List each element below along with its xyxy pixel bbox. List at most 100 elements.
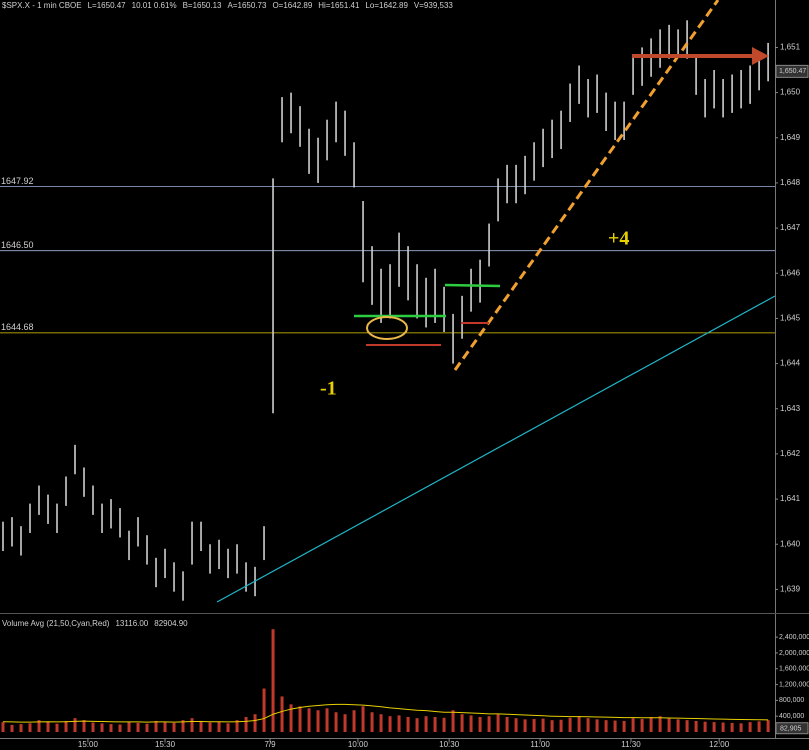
cyan-trendline (216, 295, 776, 603)
volume-bar (730, 722, 734, 732)
volume-bar (766, 720, 770, 732)
volume-avg-label: 82904.90 (154, 619, 188, 628)
annotation: -1 (320, 378, 337, 400)
volume-bar (208, 722, 212, 732)
volume-bar (73, 718, 77, 732)
volume-avg-line (2, 703, 769, 723)
volume-bar (316, 710, 320, 732)
y-tick-label: 2,000,000 (779, 650, 809, 657)
volume-bar (748, 722, 752, 732)
volume-bar (289, 704, 293, 732)
volume-bar (757, 721, 761, 732)
volume-bar (262, 688, 266, 732)
volume-avg-label: 13116.00 (115, 619, 148, 628)
volume-bar (568, 717, 572, 732)
last-volume-label: 82,905 (780, 726, 802, 733)
volume-bar (226, 723, 230, 732)
y-tick-label: 1,649 (780, 133, 801, 142)
volume-bar (325, 708, 329, 732)
volume-bar (604, 720, 608, 732)
volume-bar (280, 696, 284, 732)
volume-bar (145, 723, 149, 732)
y-tick-label: 1,641 (780, 494, 801, 503)
volume-bar (136, 722, 140, 732)
y-tick-label: 1,644 (780, 359, 801, 368)
volume-bar (172, 722, 176, 732)
volume-bar (451, 710, 455, 732)
volume-bar (370, 712, 374, 732)
header-text: L=1650.47 (88, 1, 127, 10)
volume-bar (433, 716, 437, 732)
volume-bar (55, 723, 59, 732)
volume-bar (163, 722, 167, 732)
reference-line-label: 1646.50 (1, 240, 34, 250)
volume-bar (37, 720, 41, 732)
header-text: B=1650.13 (183, 1, 222, 10)
last-price-box (775, 64, 809, 78)
volume-bar (478, 716, 482, 732)
volume-bar (424, 716, 428, 732)
x-tick-label: 10:30 (439, 740, 460, 749)
volume-bar (118, 724, 122, 732)
y-tick-label: 1,200,000 (779, 681, 809, 688)
green-level (444, 283, 501, 288)
volume-bar (577, 716, 581, 732)
volume-bar (523, 719, 527, 732)
volume-bar (253, 714, 257, 732)
y-tick-label: 800,000 (779, 697, 804, 704)
arrow-head (752, 47, 769, 65)
volume-bar (64, 720, 68, 732)
volume-bar (640, 718, 644, 732)
y-tick-label: 1,639 (780, 585, 801, 594)
volume-bar (415, 718, 419, 732)
volume-bar (298, 706, 302, 732)
volume-bar (460, 714, 464, 732)
volume-bar (505, 716, 509, 732)
header-text: Hi=1651.41 (318, 1, 360, 10)
x-tick-label: 12:00 (709, 740, 730, 749)
x-tick-label: 10:00 (348, 740, 369, 749)
volume-title: Volume Avg (21,50,Cyan,Red) (2, 619, 110, 628)
volume-bar (100, 723, 104, 732)
volume-bar (469, 715, 473, 732)
reference-line-label: 1647.92 (1, 176, 34, 186)
volume-bar (595, 719, 599, 732)
volume-bar (127, 721, 131, 732)
x-tick-label: 7/9 (264, 740, 276, 749)
x-tick-label: 11:00 (530, 740, 550, 749)
volume-bar (658, 716, 662, 732)
y-tick-label: 1,642 (780, 449, 801, 458)
volume-bar (514, 718, 518, 732)
x-tick-label: 15:30 (155, 740, 176, 749)
volume-bar (190, 718, 194, 732)
marks (0, 20, 775, 732)
volume-bar (667, 718, 671, 732)
volume-bar (550, 720, 554, 732)
x-tick-label: 15:00 (78, 740, 99, 749)
volume-bar (712, 722, 716, 732)
volume-bar (703, 721, 707, 732)
y-tick-label: 1,600,000 (779, 666, 809, 673)
orange-dashed-trendline (453, 0, 720, 371)
header-text: Lo=1642.89 (365, 1, 408, 10)
volume-bar (154, 720, 158, 732)
volume-bar (1, 722, 5, 732)
y-tick-label: 400,000 (779, 713, 804, 720)
y-tick-label: 1,650 (780, 88, 801, 97)
volume-bar (19, 724, 23, 732)
volume-bar (271, 629, 275, 732)
header-text: $SPX.X - 1 min CBOE (2, 1, 82, 10)
volume-bar (217, 721, 221, 732)
y-tick-label: 1,643 (780, 404, 801, 413)
volume-bar (244, 716, 248, 732)
x-tick-label: 11:30 (621, 740, 641, 749)
volume-bar (442, 717, 446, 732)
y-tick-label: 1,651 (780, 43, 801, 52)
volume-bar (694, 720, 698, 732)
y-tick-label: 1,640 (780, 539, 801, 548)
volume-bar (46, 721, 50, 732)
volume-bar (676, 719, 680, 732)
header-text: O=1642.89 (272, 1, 312, 10)
